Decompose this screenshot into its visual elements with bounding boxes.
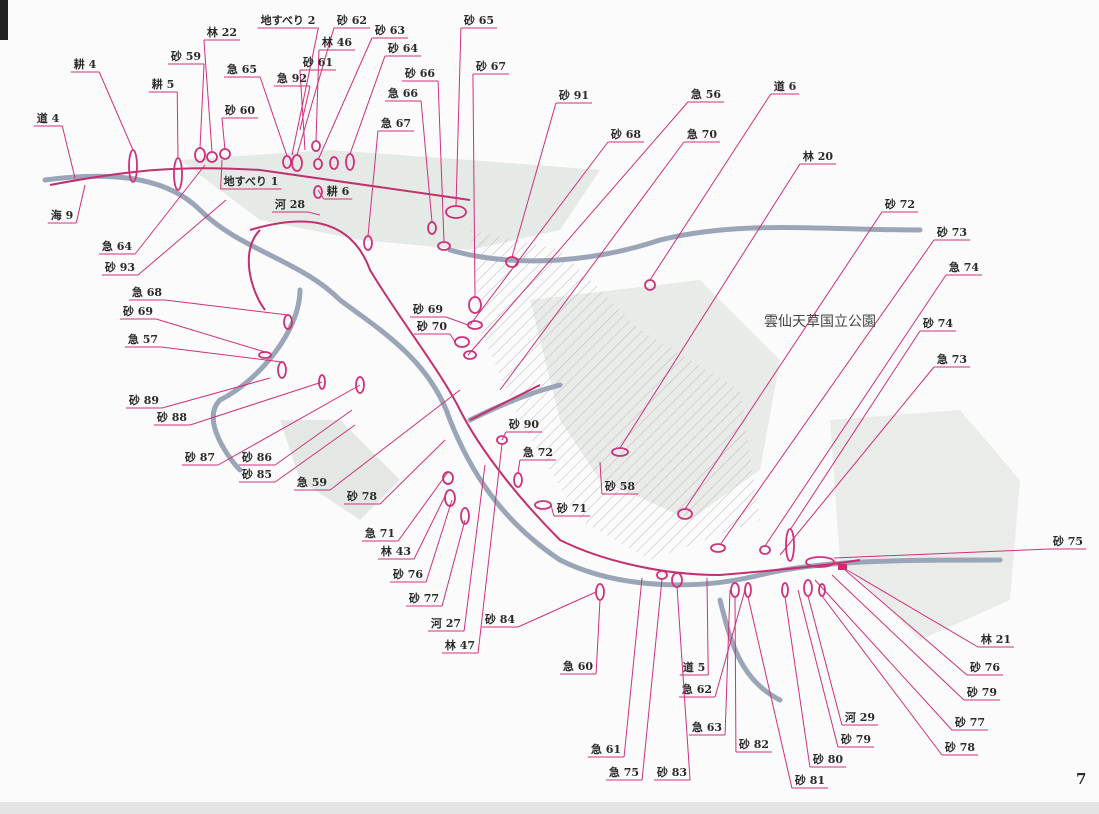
site-label: 砂 67 — [476, 59, 506, 73]
site-label: 河 29 — [845, 710, 875, 724]
site-label: 急 64 — [102, 239, 132, 253]
site-label: 砂 75 — [1053, 534, 1083, 548]
site-label: 海 9 — [51, 208, 73, 222]
map-page: 耕 4 耕 5 砂 59 林 22 急 65 地すべり 2 砂 62 砂 63 林 46 砂 61… — [0, 0, 1099, 814]
site-label: 砂 74 — [923, 316, 953, 330]
site-label: 耕 4 — [74, 57, 97, 71]
site-label: 林 22 — [207, 25, 237, 39]
site-label: 急 70 — [687, 127, 717, 141]
site-label: 急 63 — [692, 720, 722, 734]
site-label: 急 62 — [682, 682, 712, 696]
site-label: 砂 73 — [937, 225, 967, 239]
site-label: 砂 83 — [657, 765, 687, 779]
site-label: 砂 90 — [509, 417, 539, 431]
site-label: 砂 63 — [375, 23, 405, 37]
site-label: 林 47 — [445, 638, 475, 652]
site-label: 林 43 — [381, 544, 411, 558]
site-label: 砂 72 — [885, 197, 915, 211]
site-label: 砂 87 — [185, 450, 215, 464]
site-label: 急 92 — [277, 71, 307, 85]
site-label: 急 67 — [381, 116, 411, 130]
site-label: 砂 78 — [347, 489, 377, 503]
site-label: 砂 76 — [970, 660, 1000, 674]
site-label: 急 68 — [132, 285, 162, 299]
site-label: 地すべり 1 — [224, 174, 279, 188]
site-label: 砂 86 — [242, 450, 272, 464]
site-label: 急 65 — [227, 62, 257, 76]
site-label: 林 20 — [803, 149, 833, 163]
site-label: 急 73 — [937, 352, 967, 366]
site-label: 耕 5 — [152, 77, 174, 91]
page-number: 7 — [1076, 770, 1086, 788]
site-label: 砂 69 — [123, 304, 153, 318]
site-label: 急 60 — [563, 659, 593, 673]
site-label: 道 4 — [37, 111, 60, 125]
site-label: 砂 60 — [225, 103, 255, 117]
site-label: 砂 81 — [795, 773, 825, 787]
site-label: 砂 62 — [337, 13, 367, 27]
site-label: 急 71 — [365, 526, 395, 540]
park-name: 雲仙天草国立公園 — [764, 314, 876, 330]
site-label: 道 6 — [774, 79, 797, 93]
site-label: 砂 79 — [967, 685, 997, 699]
site-label: 林 21 — [981, 632, 1011, 646]
site-label: 急 57 — [128, 332, 158, 346]
page-bottom — [0, 802, 1099, 814]
site-label: 砂 59 — [171, 49, 201, 63]
site-label: 砂 77 — [955, 715, 985, 729]
site-label: 砂 64 — [388, 41, 418, 55]
site-label: 砂 69 — [413, 302, 443, 316]
site-label: 砂 61 — [303, 55, 333, 69]
site-label: 急 56 — [691, 87, 721, 101]
site-label: 砂 66 — [405, 66, 435, 80]
site-label: 砂 78 — [945, 740, 975, 754]
site-label: 急 74 — [949, 260, 979, 274]
site-label: 砂 79 — [841, 732, 871, 746]
site-label: 急 59 — [297, 475, 327, 489]
site-label: 砂 82 — [739, 737, 769, 751]
site-label: 砂 88 — [157, 410, 187, 424]
site-label: 砂 77 — [409, 591, 439, 605]
site-label: 砂 71 — [557, 501, 587, 515]
site-label: 地すべり 2 — [261, 13, 316, 27]
site-label: 砂 89 — [129, 393, 159, 407]
site-label: 砂 80 — [813, 752, 843, 766]
site-label: 耕 6 — [327, 184, 350, 198]
site-label: 林 46 — [322, 35, 352, 49]
site-label: 砂 91 — [559, 88, 589, 102]
site-label: 道 5 — [683, 660, 705, 674]
site-label: 砂 76 — [393, 567, 423, 581]
site-label: 砂 70 — [417, 319, 447, 333]
site-label: 急 75 — [609, 765, 639, 779]
site-label: 河 28 — [275, 197, 305, 211]
site-label: 急 61 — [591, 742, 621, 756]
site-label: 砂 68 — [611, 127, 641, 141]
site-label: 河 27 — [431, 616, 461, 630]
site-label: 砂 58 — [605, 479, 635, 493]
site-label: 急 66 — [388, 86, 418, 100]
site-label: 急 72 — [523, 445, 553, 459]
site-label: 砂 93 — [105, 260, 135, 274]
edge-shadow — [0, 0, 8, 40]
site-label: 砂 65 — [464, 13, 494, 27]
site-label: 砂 85 — [242, 467, 272, 481]
site-label: 砂 84 — [485, 612, 515, 626]
